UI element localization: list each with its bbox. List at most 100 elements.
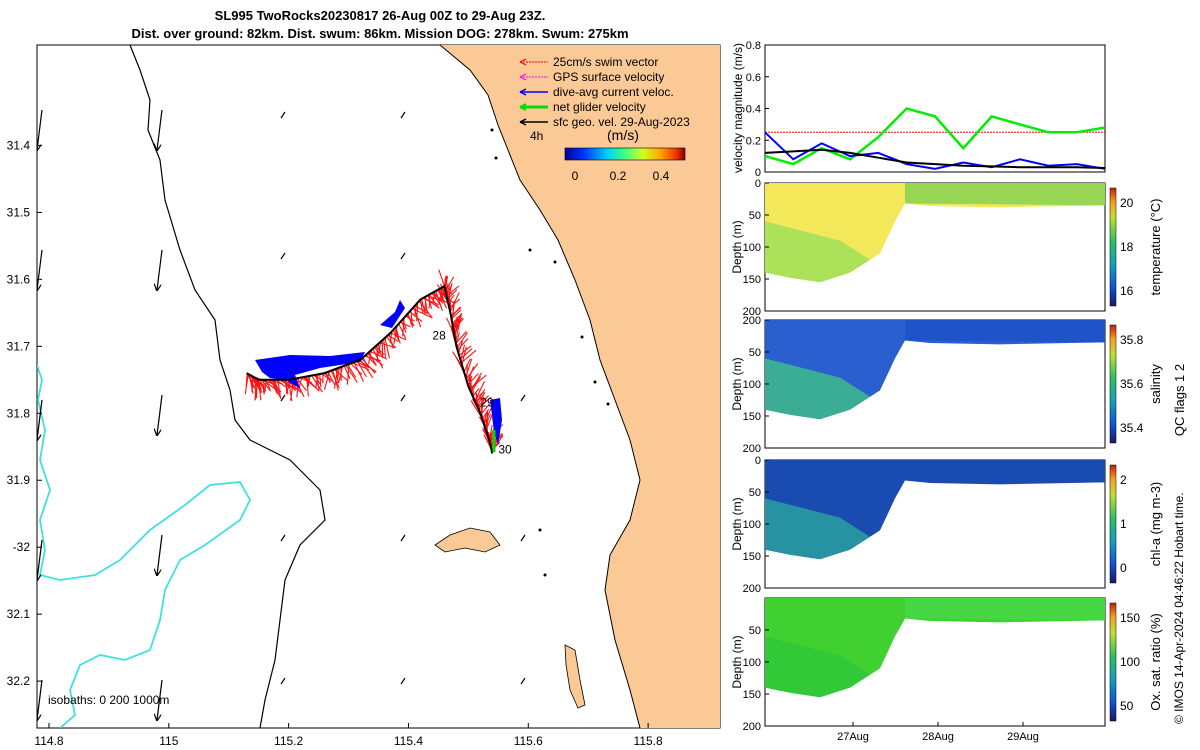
section-y-tick-label: 50 — [749, 487, 761, 499]
legend-net-glider-velocity: net glider velocity — [553, 100, 646, 114]
swim-vector — [407, 312, 413, 326]
swim-vector — [319, 373, 322, 388]
geo-vector — [37, 679, 43, 720]
section-y-tick-label: 0 — [755, 178, 761, 190]
swim-vector — [460, 344, 466, 362]
swim-vector — [438, 269, 445, 287]
velocity-series-line — [764, 131, 1106, 170]
swim-vector — [353, 361, 364, 382]
swim-vector — [483, 410, 489, 424]
section-y-tick-label: 50 — [749, 347, 761, 359]
map-y-tick-label: 31.5 — [7, 205, 31, 219]
swim-vector — [244, 373, 249, 395]
section-colorbar-tick: 50 — [1120, 699, 1134, 713]
swim-vector — [356, 360, 367, 378]
geo-vector — [520, 394, 526, 402]
section-data-shelf — [905, 460, 1105, 483]
section-colorbar-label: chl-a (mg m-3) — [1148, 482, 1163, 567]
swim-vector — [383, 338, 387, 358]
swim-vector — [424, 296, 427, 315]
swim-vector — [423, 297, 440, 309]
section-data-deep — [765, 498, 870, 560]
map-y-tick-label: 31.7 — [7, 339, 31, 353]
geo-vector — [280, 394, 286, 402]
section-colorbar — [1109, 464, 1117, 584]
legend-dive-avg-current: dive-avg current veloc. — [553, 85, 674, 99]
geo-vector — [157, 394, 163, 435]
legend-swim-vector: 25cm/s swim vector — [553, 55, 658, 69]
day-label: 29 — [480, 396, 494, 410]
section-x-tick-label: 29Aug — [1007, 731, 1039, 743]
section-y-tick-label: 150 — [743, 411, 761, 423]
garden-island — [564, 644, 586, 709]
swim-vector — [402, 319, 407, 330]
section-y-tick-label: 100 — [743, 379, 761, 391]
geo-vector — [400, 252, 406, 260]
swim-vector — [410, 310, 414, 328]
swim-vector — [449, 292, 460, 312]
day-label: 30 — [498, 442, 512, 456]
swim-vector — [389, 331, 393, 344]
swim-vector — [459, 348, 473, 360]
swim-vector — [432, 291, 436, 304]
velocity-y-tick-label: 0.4 — [746, 104, 761, 116]
map-y-tick-label: 31.8 — [7, 406, 31, 420]
swim-vector — [461, 346, 467, 365]
glider-track — [246, 284, 494, 454]
section-colorbar — [1109, 187, 1117, 307]
velocity-y-axis: 0 0.2 0.4 0.6 0.8 — [746, 40, 769, 179]
section-colorbar-tick: 150 — [1120, 611, 1140, 625]
swim-vector — [416, 302, 419, 322]
isobath-legend: isobaths: 0 200 1000m — [48, 693, 169, 707]
map-x-tick-label: 115 — [159, 734, 178, 748]
section-data-deep — [765, 358, 870, 420]
swim-vector — [420, 298, 425, 311]
swim-vector — [377, 341, 382, 356]
section-colorbar-label: Ox. sat. ratio (%) — [1148, 613, 1163, 711]
map-x-tick-label: 115.6 — [514, 734, 543, 748]
swim-vector — [277, 379, 282, 399]
geo-vector — [520, 677, 526, 685]
velocity-panel: 0 0.2 0.4 0.6 0.8 velocity magnitude (m/s) — [731, 40, 1106, 179]
geo-vector — [280, 677, 286, 685]
section-colorbar-tick: 20 — [1120, 196, 1134, 210]
geo-vector — [400, 677, 406, 685]
figure-title-line2: Dist. over ground: 82km. Dist. swum: 86k… — [131, 26, 629, 41]
section-ylabel: Depth (m) — [730, 220, 744, 273]
swim-vector — [458, 340, 464, 354]
section-data-deep — [765, 636, 870, 698]
section-data-shelf — [905, 320, 1105, 343]
legend-gps-velocity: GPS surface velocity — [553, 70, 664, 84]
section-y-tick-label: 200 — [743, 315, 761, 327]
section-ylabel: Depth (m) — [730, 357, 744, 410]
geo-vector — [280, 252, 286, 260]
section-colorbar-tick: 2 — [1120, 473, 1127, 487]
section-colorbar-tick: 35.6 — [1120, 377, 1144, 391]
swim-vector — [388, 333, 394, 349]
swim-vector — [262, 379, 265, 393]
swim-vector — [460, 349, 477, 364]
swim-vector — [251, 376, 254, 393]
sfc-geo-velocity-vectors — [37, 109, 526, 720]
swim-vector — [365, 354, 377, 366]
section-panel-1: 0 50 100 150 200 Depth (m) 16 18 20 temperature (… — [730, 178, 1163, 318]
geo-vector — [157, 249, 163, 290]
swim-vector — [254, 379, 259, 401]
section-data-shelf — [905, 598, 1105, 621]
section-y-tick-label: 100 — [743, 519, 761, 531]
swim-vector — [274, 379, 278, 393]
swim-vector — [296, 377, 299, 398]
map-y-tick-label: 32.2 — [7, 674, 31, 688]
swim-vector — [466, 366, 475, 384]
section-colorbar-label: salinity — [1148, 364, 1163, 404]
swim-vector — [368, 349, 372, 365]
swim-vector — [315, 374, 319, 389]
geo-vector — [400, 534, 406, 542]
velocity-y-tick-label: 0 — [755, 167, 761, 179]
swim-vector — [306, 376, 309, 397]
section-y-tick-label: 100 — [743, 242, 761, 254]
map-y-tick-label: 31.6 — [7, 272, 31, 286]
reef-markers — [490, 128, 610, 577]
section-ylabel: Depth (m) — [730, 497, 744, 550]
